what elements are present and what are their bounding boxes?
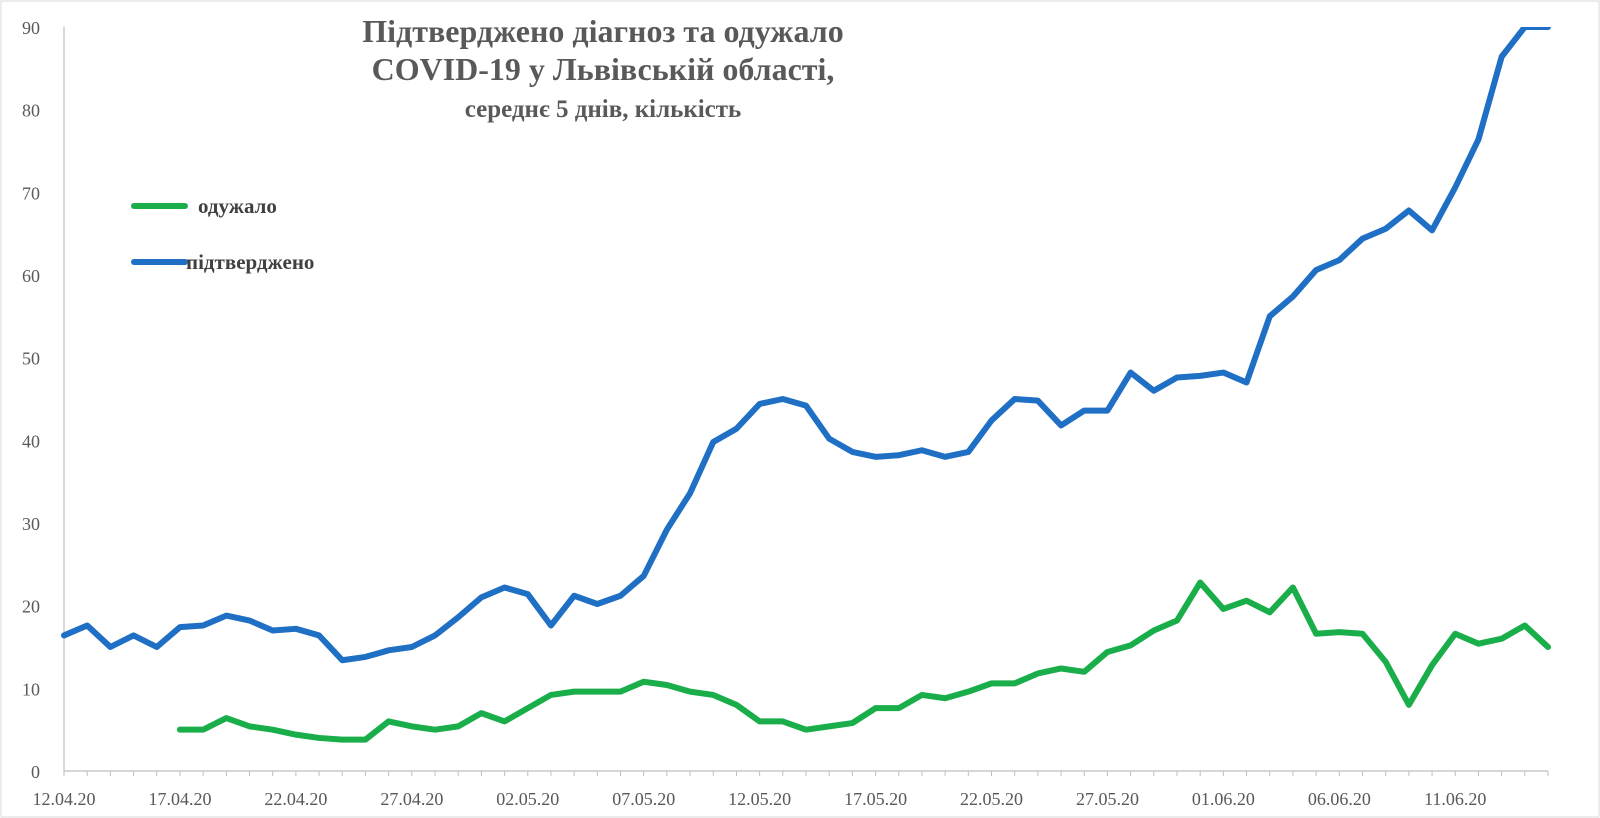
y-tick-label: 60	[22, 266, 40, 286]
x-tick-label: 17.04.20	[148, 789, 211, 809]
y-axis: 0 10 20 30 40 50 60 70 80 90	[22, 18, 65, 782]
y-tick-label: 0	[31, 762, 40, 782]
y-tick-label: 10	[22, 679, 40, 699]
x-tick-label: 07.05.20	[612, 789, 675, 809]
legend: одужало підтверджено	[131, 194, 314, 274]
x-axis: 12.04.20 17.04.20 22.04.20 27.04.20 02.05.20…	[33, 770, 1549, 809]
x-tick-label: 01.06.20	[1192, 789, 1255, 809]
x-tick-label: 06.06.20	[1308, 789, 1371, 809]
x-tick-label: 17.05.20	[844, 789, 907, 809]
legend-label-confirmed: підтверджено	[186, 250, 314, 274]
y-tick-label: 30	[22, 514, 40, 534]
y-tick-label: 50	[22, 349, 40, 369]
title-line-1: Підтверджено діагноз та одужало	[362, 13, 843, 49]
x-tick-label: 22.05.20	[960, 789, 1023, 809]
y-tick-label: 80	[22, 101, 40, 121]
chart-title: Підтверджено діагноз та одужало COVID-19…	[362, 13, 843, 123]
title-line-3: середнє 5 днів, кількість	[465, 96, 742, 123]
x-tick-label: 12.05.20	[728, 789, 791, 809]
legend-label-recovered: одужало	[198, 194, 277, 218]
x-tick-label: 22.04.20	[264, 789, 327, 809]
y-tick-label: 70	[22, 183, 40, 203]
series-layer	[61, 27, 1551, 743]
x-tick-label: 27.04.20	[380, 789, 443, 809]
x-tick-label: 02.05.20	[496, 789, 559, 809]
y-tick-label: 40	[22, 431, 40, 451]
y-tick-label: 20	[22, 597, 40, 617]
x-tick-label: 27.05.20	[1076, 789, 1139, 809]
x-tick-label: 11.06.20	[1424, 789, 1486, 809]
title-line-2: COVID-19 у Львівській області,	[372, 51, 835, 87]
series-line-recovered	[176, 579, 1551, 743]
series-line-confirmed	[61, 27, 1551, 664]
x-tick-label: 12.04.20	[33, 789, 96, 809]
y-tick-label: 90	[22, 18, 40, 38]
